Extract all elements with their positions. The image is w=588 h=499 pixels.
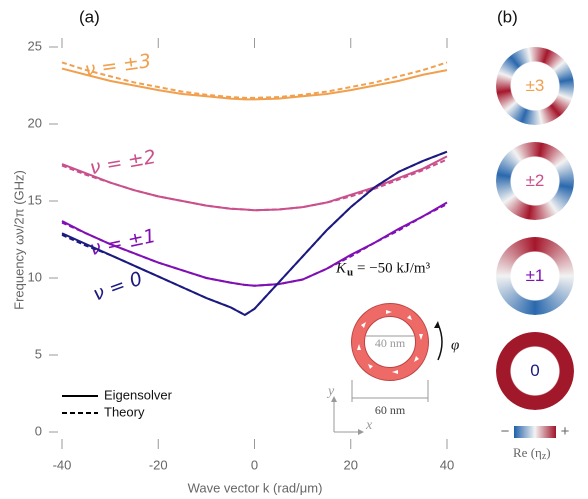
legend-label: Theory xyxy=(104,404,145,419)
panel-label: (a) xyxy=(79,7,100,26)
colorbar-label: ) xyxy=(546,445,550,460)
curve-label: ν = 0 xyxy=(90,268,145,306)
dim-line xyxy=(352,380,428,402)
axis-icon-label: y xyxy=(326,384,335,399)
y-tick-label: 10 xyxy=(28,269,42,284)
y-tick-label: 5 xyxy=(35,346,42,361)
outer-size: 60 nm xyxy=(375,403,406,417)
colorbar-label: Re (η xyxy=(513,445,542,460)
axes-icon xyxy=(334,398,362,432)
mode-label: ±2 xyxy=(496,171,574,191)
colorbar xyxy=(514,426,556,438)
mode-label: 0 xyxy=(496,361,574,381)
x-tick-label: 40 xyxy=(440,457,454,472)
page: {"chart_data":{"type":"line","panel_a":"… xyxy=(0,0,588,499)
axes-icon xyxy=(331,396,364,435)
curve-label: ν = ±2 xyxy=(88,146,157,179)
inset-subscript: u xyxy=(347,267,353,279)
x-tick-label: -40 xyxy=(53,457,72,472)
y-tick-label: 15 xyxy=(28,192,42,207)
axis-icon-label: x xyxy=(365,418,373,433)
angle-arrow xyxy=(434,321,440,328)
x-tick-label: 0 xyxy=(251,457,258,472)
x-axis-label: Wave vector k (rad/μm) xyxy=(188,480,323,495)
mode-label: ±1 xyxy=(496,266,574,286)
angle-label: φ xyxy=(451,337,459,353)
x-tick-label: 20 xyxy=(344,457,358,472)
x-tick-label: -20 xyxy=(149,457,168,472)
mode-label: ±3 xyxy=(496,76,574,96)
angle-arrow xyxy=(438,324,442,360)
inner-size: 40 nm xyxy=(375,336,406,350)
colorbar-min: − xyxy=(501,423,510,440)
colorbar-label: Re (ηz) xyxy=(513,445,551,462)
y-tick-label: 0 xyxy=(35,423,42,438)
y-axis-label: Frequency ων/2π (GHz) xyxy=(11,170,26,310)
curve-label: ν = ±1 xyxy=(88,225,158,260)
y-tick-label: 20 xyxy=(28,115,42,130)
y-tick-label: 25 xyxy=(28,38,42,53)
legend: Eigensolver Theory xyxy=(62,387,173,419)
colorbar-max: + xyxy=(561,423,570,440)
panel-label: (b) xyxy=(497,7,518,26)
inset-value: = −50 kJ/m³ xyxy=(357,260,431,276)
legend-label: Eigensolver xyxy=(104,387,173,402)
inset: K u = −50 kJ/m³ 40 nm 60 nm φ y x xyxy=(326,260,459,435)
curve-label: ν = ±3 xyxy=(83,50,152,81)
